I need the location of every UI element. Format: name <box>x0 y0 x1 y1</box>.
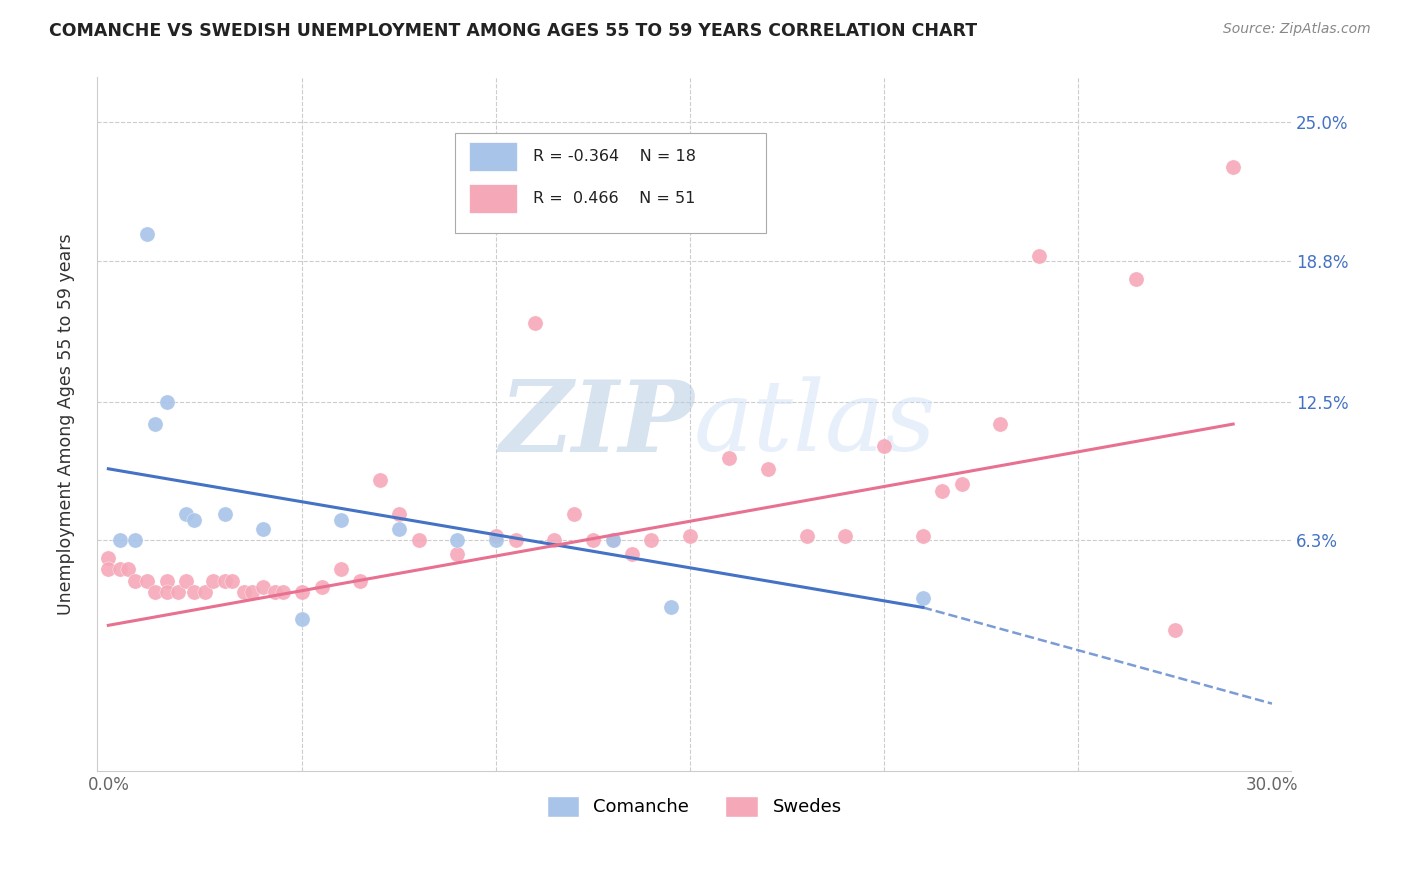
Point <box>911 529 934 543</box>
Point <box>183 513 205 527</box>
Point <box>1164 623 1187 637</box>
Point <box>330 562 353 576</box>
Text: COMANCHE VS SWEDISH UNEMPLOYMENT AMONG AGES 55 TO 59 YEARS CORRELATION CHART: COMANCHE VS SWEDISH UNEMPLOYMENT AMONG A… <box>49 22 977 40</box>
Point <box>155 394 177 409</box>
Point <box>543 533 565 548</box>
Point <box>659 600 682 615</box>
FancyBboxPatch shape <box>470 184 517 212</box>
Point <box>640 533 662 548</box>
Point <box>582 533 605 548</box>
FancyBboxPatch shape <box>470 142 517 171</box>
Point <box>505 533 527 548</box>
Text: Source: ZipAtlas.com: Source: ZipAtlas.com <box>1223 22 1371 37</box>
Point <box>291 584 314 599</box>
Point <box>202 574 225 588</box>
Point <box>679 529 702 543</box>
Point <box>174 507 197 521</box>
Point <box>136 574 159 588</box>
Point <box>620 547 643 561</box>
Point <box>446 547 468 561</box>
Point <box>108 533 131 548</box>
Y-axis label: Unemployment Among Ages 55 to 59 years: Unemployment Among Ages 55 to 59 years <box>58 233 75 615</box>
Point <box>311 580 333 594</box>
Point <box>756 462 779 476</box>
Point <box>388 522 411 536</box>
Point <box>214 507 236 521</box>
Point <box>183 584 205 599</box>
Text: ZIP: ZIP <box>499 376 695 473</box>
Point <box>1125 271 1147 285</box>
Point <box>155 584 177 599</box>
Point <box>602 533 624 548</box>
Point <box>174 574 197 588</box>
Point <box>990 417 1012 431</box>
Point <box>873 439 896 453</box>
Text: R =  0.466    N = 51: R = 0.466 N = 51 <box>533 191 695 205</box>
Point <box>485 533 508 548</box>
Point <box>717 450 740 465</box>
Point <box>950 477 973 491</box>
Point <box>1222 160 1244 174</box>
Point <box>368 473 391 487</box>
Point <box>117 562 139 576</box>
Point <box>194 584 217 599</box>
Point <box>143 584 166 599</box>
Point <box>834 529 856 543</box>
Point <box>408 533 430 548</box>
Point <box>388 507 411 521</box>
Point <box>446 533 468 548</box>
Point <box>796 529 818 543</box>
FancyBboxPatch shape <box>456 133 766 234</box>
Point <box>108 562 131 576</box>
Point <box>562 507 585 521</box>
Point <box>271 584 294 599</box>
Point <box>911 591 934 606</box>
Point <box>214 574 236 588</box>
Point <box>155 574 177 588</box>
Point <box>349 574 371 588</box>
Legend: Comanche, Swedes: Comanche, Swedes <box>540 789 849 824</box>
Text: R = -0.364    N = 18: R = -0.364 N = 18 <box>533 149 696 164</box>
Point <box>221 574 243 588</box>
Point <box>233 584 256 599</box>
Point <box>97 562 120 576</box>
Point <box>264 584 287 599</box>
Point <box>124 533 146 548</box>
Point <box>524 317 547 331</box>
Point <box>330 513 353 527</box>
Point <box>124 574 146 588</box>
Point <box>136 227 159 241</box>
Point <box>240 584 263 599</box>
Point <box>291 612 314 626</box>
Point <box>485 529 508 543</box>
Text: atlas: atlas <box>695 376 936 472</box>
Point <box>97 551 120 566</box>
Point <box>167 584 190 599</box>
Point <box>931 484 953 499</box>
Point <box>143 417 166 431</box>
Point <box>252 522 274 536</box>
Point <box>252 580 274 594</box>
Point <box>602 533 624 548</box>
Point <box>1028 249 1050 263</box>
